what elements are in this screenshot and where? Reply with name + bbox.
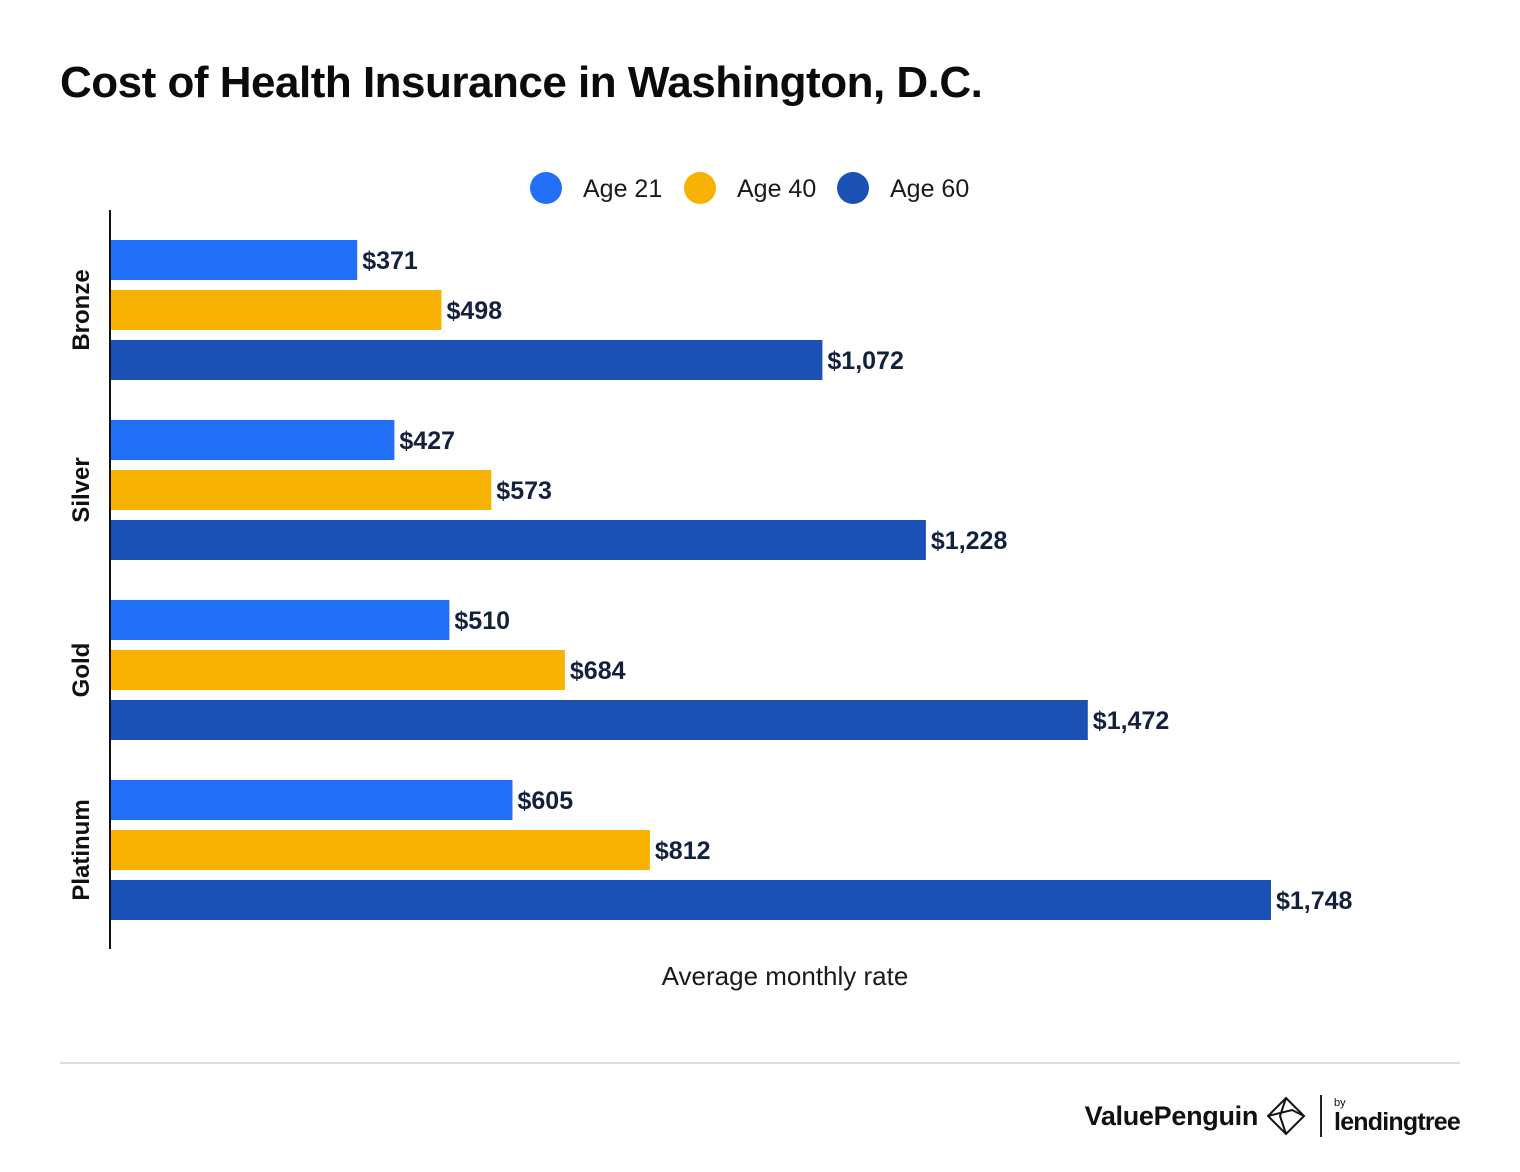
bar-platinum-age-40 <box>111 830 650 870</box>
lendingtree-wordmark: lendingtree <box>1334 1107 1461 1136</box>
chart-title: Cost of Health Insurance in Washington, … <box>60 58 983 107</box>
bar-gold-age-40 <box>111 650 565 690</box>
bar-silver-age-40 <box>111 470 492 510</box>
legend-marker <box>530 172 562 204</box>
brand-footer: ValuePenguin by lendingtree <box>1084 1094 1461 1138</box>
bar-gold-age-21 <box>111 600 450 640</box>
data-label: $684 <box>570 657 626 685</box>
bar-gold-age-60 <box>111 700 1088 740</box>
bar-platinum-age-21 <box>111 780 513 820</box>
bar-bronze-age-60 <box>111 340 823 380</box>
brand-separator <box>1320 1095 1323 1137</box>
legend: Age 21 Age 40 Age 60 <box>530 172 969 204</box>
category-label-silver: Silver <box>68 457 95 522</box>
bars-group: $371 $498 $1,072 $427 $573 $1,228 $510 $684 $1,4… <box>111 240 1353 920</box>
bar-silver-age-60 <box>111 520 926 560</box>
footer-divider <box>60 1062 1460 1064</box>
category-label-gold: Gold <box>68 643 95 698</box>
bar-bronze-age-21 <box>111 240 358 280</box>
category-label-bronze: Bronze <box>68 269 95 350</box>
x-axis-title: Average monthly rate <box>662 961 909 991</box>
bar-silver-age-21 <box>111 420 395 460</box>
legend-label: Age 60 <box>890 175 969 203</box>
brand-by-text: by <box>1334 1096 1346 1109</box>
data-label: $1,228 <box>931 527 1008 555</box>
valuepenguin-logo-icon <box>1266 1096 1306 1136</box>
legend-label: Age 40 <box>737 175 816 203</box>
legend-marker <box>684 172 716 204</box>
bar-bronze-age-40 <box>111 290 442 330</box>
data-label: $1,072 <box>827 347 903 375</box>
bar-platinum-age-60 <box>111 880 1271 920</box>
data-label: $1,748 <box>1276 887 1353 915</box>
data-label: $812 <box>655 837 711 865</box>
data-label: $510 <box>454 607 510 635</box>
data-label: $1,472 <box>1093 707 1169 735</box>
legend-label: Age 21 <box>583 175 662 203</box>
legend-marker <box>837 172 869 204</box>
lendingtree-lockup: by lendingtree <box>1334 1096 1461 1136</box>
category-labels: Bronze Silver Gold Platinum <box>68 269 95 900</box>
valuepenguin-wordmark: ValuePenguin <box>1084 1100 1259 1131</box>
data-label: $605 <box>518 787 574 815</box>
data-label: $498 <box>447 297 503 325</box>
data-label: $371 <box>362 247 418 275</box>
data-label: $427 <box>399 427 455 455</box>
data-label: $573 <box>496 477 552 505</box>
category-label-platinum: Platinum <box>68 799 95 900</box>
